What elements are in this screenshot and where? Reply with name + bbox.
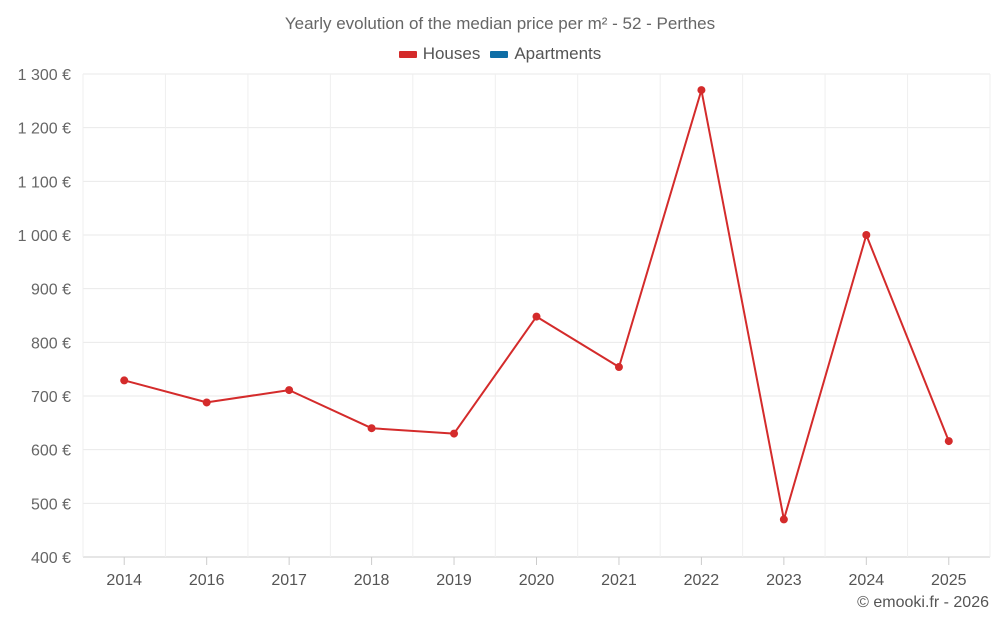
legend-label-apartments: Apartments [514,44,602,63]
x-tick-label: 2017 [271,572,307,589]
x-tick-label: 2014 [106,572,142,589]
x-tick-label: 2024 [849,572,885,589]
x-tick-label: 2021 [601,572,637,589]
legend-item-apartments[interactable]: Apartments [490,44,601,64]
x-tick-label: 2016 [189,572,225,589]
data-point [697,86,706,95]
data-point [450,429,459,438]
x-tick-label: 2018 [354,572,390,589]
y-tick-label: 500 € [31,496,71,513]
x-tick-label: 2020 [519,572,555,589]
y-tick-label: 1 000 € [18,228,71,245]
data-point [367,424,376,433]
x-tick-label: 2023 [766,572,802,589]
legend-swatch-apartments [490,50,509,58]
legend-swatch-houses [398,50,417,58]
y-tick-label: 1 200 € [18,121,71,138]
y-tick-label: 1 300 € [18,67,71,84]
y-tick-label: 900 € [31,282,71,299]
data-point [862,231,871,239]
y-tick-label: 400 € [31,550,71,567]
y-tick-label: 1 100 € [18,174,71,191]
legend-item-houses[interactable]: Houses [398,44,481,64]
data-point [202,398,211,407]
chart-title: Yearly evolution of the median price per… [284,14,716,33]
x-tick-label: 2019 [436,572,472,589]
x-tick-label: 2025 [931,572,967,589]
copyright-credit: © emooki.fr - 2026 [857,594,989,611]
y-tick-label: 700 € [31,389,71,406]
data-point [120,376,129,385]
data-point [944,437,953,446]
data-point [614,363,623,372]
chart-legend: Houses Apartments [0,44,1000,64]
y-tick-label: 600 € [31,443,71,460]
x-tick-label: 2022 [684,572,720,589]
data-point [779,515,788,524]
data-point [532,312,541,321]
legend-label-houses: Houses [422,44,481,63]
y-tick-label: 800 € [31,335,71,352]
data-point [285,386,294,395]
